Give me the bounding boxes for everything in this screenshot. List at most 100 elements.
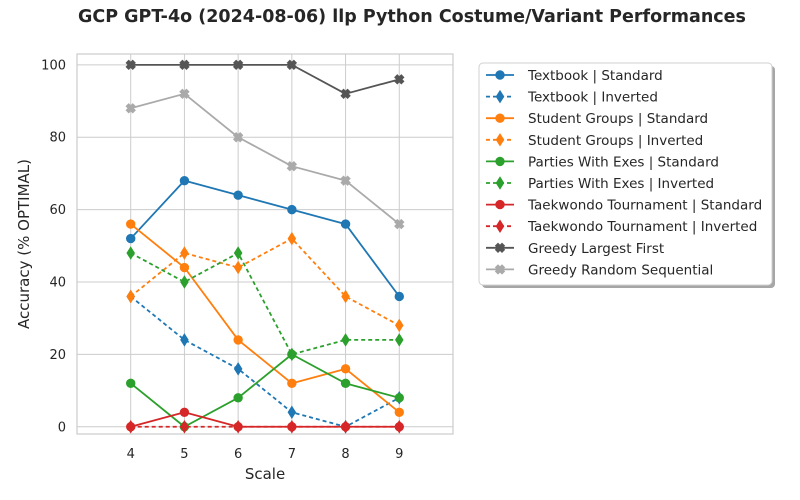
- data-point: [395, 420, 404, 434]
- legend-entry: Textbook | Inverted: [486, 90, 658, 106]
- legend-swatch-marker: [495, 89, 505, 104]
- series-line: [130, 252, 400, 356]
- legend-swatch-marker: [495, 70, 505, 80]
- series-line: [130, 295, 400, 428]
- data-point: [394, 407, 404, 417]
- data-point: [394, 393, 404, 403]
- legend-swatch-marker: [494, 264, 506, 275]
- data-point: [180, 333, 189, 347]
- data-point: [179, 175, 190, 186]
- legend-swatch-marker: [495, 176, 505, 190]
- data-point: [286, 160, 298, 172]
- data-point: [126, 420, 135, 434]
- series-5: [126, 246, 404, 362]
- axis-ticks: 4 5 6 7 8 9 0 20 40 60 80 100: [41, 58, 403, 462]
- x-tick-label: 7: [288, 447, 296, 462]
- legend-entry: Greedy Random Sequential: [486, 262, 713, 278]
- series-9: [125, 88, 405, 230]
- data-point: [179, 88, 190, 100]
- y-tick-label: 60: [49, 203, 66, 218]
- data-point: [233, 335, 243, 345]
- x-tick-label: 5: [180, 447, 188, 462]
- legend-label: Greedy Largest First: [528, 241, 664, 257]
- y-tick-label: 80: [49, 131, 66, 146]
- data-point: [125, 103, 136, 114]
- data-point: [233, 260, 243, 275]
- legend-swatch-marker: [495, 133, 505, 147]
- data-point: [180, 420, 189, 434]
- data-point: [126, 378, 136, 389]
- data-point: [341, 289, 350, 304]
- data-point: [395, 333, 404, 347]
- legend: Textbook | Standard Textbook | Inverted St…: [478, 62, 775, 288]
- data-point: [340, 364, 351, 374]
- series-line: [130, 179, 401, 298]
- series-line: [130, 237, 400, 327]
- data-point: [395, 318, 404, 333]
- data-point: [126, 233, 136, 244]
- legend-label: Student Groups | Inverted: [528, 133, 703, 149]
- data-point: [233, 190, 243, 200]
- legend-label: Parties With Exes | Inverted: [528, 176, 714, 192]
- legend-swatch-marker: [494, 242, 506, 253]
- data-point: [394, 74, 405, 85]
- data-point: [126, 289, 135, 304]
- data-point: [232, 59, 244, 71]
- data-point: [180, 275, 189, 289]
- data-point: [341, 333, 350, 347]
- data-point: [233, 420, 243, 434]
- legend-label: Textbook | Standard: [527, 68, 663, 84]
- x-tick-label: 9: [395, 447, 403, 462]
- y-tick-label: 0: [58, 420, 66, 435]
- legend-entry: Student Groups | Inverted: [486, 133, 703, 149]
- data-point: [287, 420, 297, 434]
- data-point: [287, 231, 297, 246]
- data-point: [340, 378, 351, 389]
- data-point: [394, 291, 404, 302]
- plot-area-frame: [76, 53, 454, 435]
- legend-label: Textbook | Inverted: [527, 90, 658, 106]
- legend-label: Taekwondo Tournament | Inverted: [527, 219, 757, 235]
- legend-swatch-marker: [495, 156, 505, 167]
- data-point: [287, 204, 297, 215]
- series-3: [126, 231, 404, 333]
- y-tick-label: 100: [41, 58, 66, 73]
- legend-swatch-marker: [495, 113, 505, 123]
- series-7: [126, 420, 404, 434]
- data-point: [394, 218, 405, 230]
- series-0: [126, 175, 404, 302]
- legend-label: Taekwondo Tournament | Standard: [527, 198, 762, 214]
- data-point: [340, 219, 351, 229]
- data-point: [286, 59, 298, 71]
- legend-entry: Parties With Exes | Inverted: [486, 176, 714, 192]
- series-8: [125, 59, 405, 100]
- legend-swatch-marker: [495, 199, 505, 210]
- data-point: [126, 219, 136, 229]
- legend-entry: Parties With Exes | Standard: [486, 154, 719, 170]
- y-tick-label: 20: [49, 348, 66, 363]
- legend-entry: Textbook | Standard: [486, 68, 663, 84]
- legend-entry: Taekwondo Tournament | Inverted: [486, 219, 757, 235]
- data-point: [287, 347, 297, 362]
- data-point: [233, 362, 243, 376]
- legend-label: Parties With Exes | Standard: [528, 154, 719, 170]
- data-point: [232, 132, 244, 143]
- series-group: [125, 59, 405, 434]
- legend-entry: Student Groups | Standard: [486, 111, 708, 127]
- x-axis-label: Scale: [245, 465, 285, 483]
- series-line: [130, 353, 400, 428]
- data-point: [179, 262, 190, 273]
- data-point: [179, 407, 190, 417]
- x-tick-label: 8: [341, 447, 349, 462]
- data-point: [126, 246, 135, 260]
- data-point: [287, 405, 297, 420]
- legend-entry: Taekwondo Tournament | Standard: [486, 198, 762, 214]
- data-point: [340, 175, 351, 186]
- data-point: [125, 59, 136, 71]
- data-point: [233, 393, 243, 403]
- data-point: [179, 59, 190, 71]
- data-point: [340, 88, 351, 100]
- legend-label: Greedy Random Sequential: [528, 262, 713, 278]
- data-point: [287, 378, 297, 389]
- legend-swatch-marker: [495, 219, 505, 233]
